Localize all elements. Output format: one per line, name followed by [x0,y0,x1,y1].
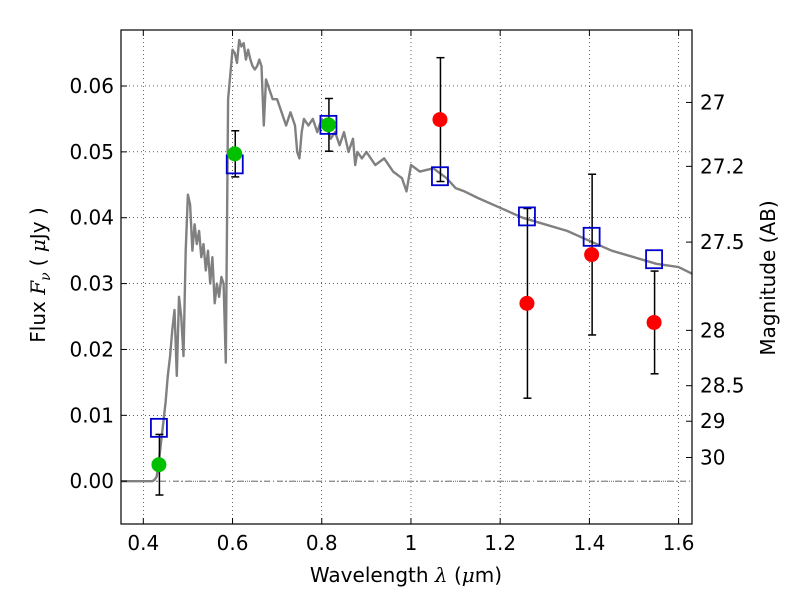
right-tick-label: 27.5 [700,230,745,254]
y-tick-label: 0.06 [69,74,114,98]
x-tick-labels: 0.4 0.6 0.8 1 1.2 1.4 1.6 [127,531,694,555]
right-axis-label: Magnitude (AB) [756,200,780,355]
model-photometry-square [518,206,536,227]
red-point [432,112,448,128]
plot-frame [120,29,693,525]
detected-point [151,457,167,473]
y-axis-label: Flux Fν( μJy ) [26,207,54,342]
grid [121,30,692,524]
x-tick-label: 0.6 [217,531,249,555]
model-photometry-square [319,114,338,135]
right-tick-label: 28 [700,318,725,342]
y-tick-label: 0.03 [69,272,114,296]
x-tick-label: 1.2 [484,531,516,555]
model-photometry-square [645,249,663,270]
right-tick-label: 30 [700,445,725,469]
x-tick-label: 1.6 [663,531,695,555]
detected-point [320,117,336,133]
model-photometry-square [582,226,601,247]
model-spectrum-line [121,38,693,483]
y-tick-label: 0.05 [69,140,114,164]
right-tick-labels: 27 27.2 27.5 28 28.5 29 30 [700,90,745,469]
model-photometry-square [150,417,168,438]
y-tick-label: 0.01 [69,403,114,427]
model-photometry-square [431,166,449,187]
x-tick-label: 0.4 [127,531,159,555]
y-tick-label: 0.04 [69,206,114,230]
x-tick-label: 0.8 [306,531,338,555]
x-tick-label: 1 [405,531,418,555]
model-photometry-squares [150,114,663,438]
x-axis-label: Wavelength λ (μm) [310,563,502,587]
photometry-points [151,112,662,473]
error-bars [155,56,659,496]
detected-point [227,146,243,162]
right-tick-label: 27 [700,90,725,114]
model-spectrum [121,38,693,483]
right-tick-label: 27.2 [700,154,745,178]
right-tick-label: 29 [700,409,725,433]
right-tick-label: 28.5 [700,374,745,398]
red-point [519,295,535,311]
x-tick-label: 1.4 [573,531,605,555]
red-point [646,314,662,330]
axis-ticks [121,30,692,524]
y-tick-labels: 0.00 0.01 0.02 0.03 0.04 0.05 0.06 [69,74,114,493]
y-tick-label: 0.02 [69,337,114,361]
red-point [584,247,600,263]
y-tick-label: 0.00 [69,469,114,493]
